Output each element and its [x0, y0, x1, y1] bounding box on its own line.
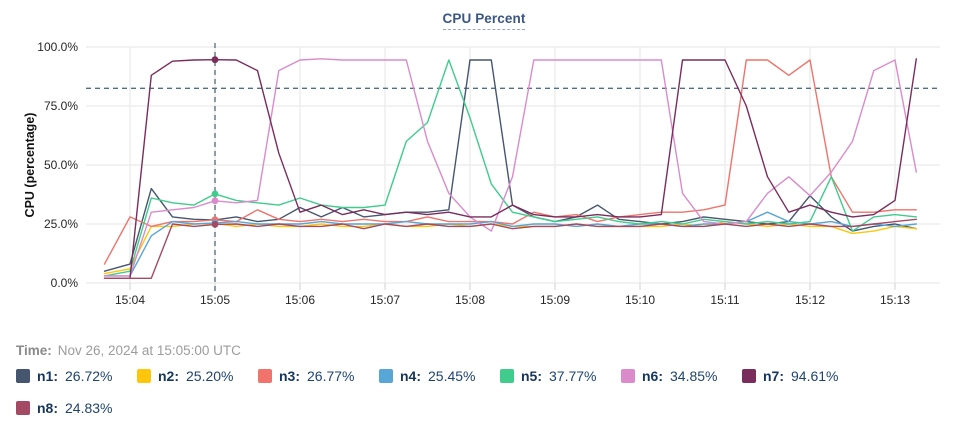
y-tick-label: 50.0% — [44, 158, 78, 172]
x-tick-label: 15:08 — [455, 293, 485, 307]
legend-series-value: 25.45% — [428, 367, 476, 384]
series-line-n3 — [103, 59, 917, 265]
legend: n1: 26.72% n2: 25.20% n3: 26.77% n4: 25.45% n5: 3… — [16, 365, 961, 418]
x-tick-label: 15:12 — [795, 293, 825, 307]
chart-title: CPU Percent — [442, 11, 526, 30]
legend-swatch-n4 — [379, 368, 393, 383]
crosshair-marker-n8 — [211, 221, 219, 228]
legend-item-n3[interactable]: n3: 26.77% — [258, 365, 379, 386]
crosshair-marker-n5 — [211, 190, 219, 198]
legend-series-value: 24.83% — [65, 399, 113, 416]
legend-swatch-n5 — [500, 368, 514, 383]
legend-item-n2[interactable]: n2: 25.20% — [137, 365, 258, 386]
series-line-n6 — [103, 58, 917, 277]
crosshair-marker-n7 — [211, 56, 219, 64]
x-tick-label: 15:04 — [115, 293, 145, 307]
legend-series-value: 26.72% — [65, 367, 113, 384]
time-label: Time: — [16, 343, 52, 358]
legend-series-value: 26.77% — [307, 367, 355, 384]
x-tick-label: 15:13 — [880, 293, 910, 307]
legend-swatch-n3 — [258, 368, 272, 383]
x-tick-label: 15:09 — [540, 293, 570, 307]
legend-item-n6[interactable]: n6: 34.85% — [621, 365, 742, 386]
y-tick-label: 75.0% — [44, 99, 78, 113]
legend-series-value: 94.61% — [791, 367, 839, 384]
x-tick-label: 15:07 — [370, 293, 400, 307]
legend-series-value: 25.20% — [186, 367, 234, 384]
chart-header: CPU Percent — [0, 10, 968, 30]
x-tick-label: 15:06 — [285, 293, 315, 307]
legend-series-name: n6: — [642, 367, 663, 384]
time-value: Nov 26, 2024 at 15:05:00 UTC — [57, 343, 241, 358]
series-line-n7 — [103, 58, 917, 279]
y-tick-label: 100.0% — [37, 40, 78, 54]
cpu-percent-chart[interactable]: 0.0% 25.0% 50.0% 75.0% 100.0% 15:04 15:05 15:06… — [0, 0, 968, 315]
legend-swatch-n2 — [137, 368, 151, 383]
y-tick-label: 25.0% — [44, 217, 78, 231]
y-axis-title: CPU (percentage) — [23, 112, 37, 218]
legend-item-n5[interactable]: n5: 37.77% — [500, 365, 621, 386]
series-line-n5 — [103, 59, 917, 277]
legend-series-name: n7: — [763, 367, 784, 384]
legend-series-name: n4: — [400, 367, 421, 384]
y-tick-label: 0.0% — [51, 276, 79, 290]
x-tick-label: 15:11 — [710, 293, 739, 307]
legend-series-value: 37.77% — [549, 367, 597, 384]
legend-series-name: n8: — [37, 399, 58, 416]
legend-series-name: n5: — [521, 367, 542, 384]
legend-series-name: n3: — [279, 367, 300, 384]
legend-item-n1[interactable]: n1: 26.72% — [16, 365, 137, 386]
legend-item-n7[interactable]: n7: 94.61% — [742, 365, 863, 386]
legend-item-n8[interactable]: n8: 24.83% — [16, 397, 137, 418]
series-line-n8 — [103, 218, 917, 279]
legend-swatch-n1 — [16, 368, 30, 383]
legend-swatch-n8 — [16, 400, 30, 415]
legend-series-name: n1: — [37, 367, 58, 384]
legend-item-n4[interactable]: n4: 25.45% — [379, 365, 500, 386]
legend-swatch-n7 — [742, 368, 756, 383]
series-line-n2 — [103, 220, 917, 275]
time-row: Time: Nov 26, 2024 at 15:05:00 UTC — [16, 343, 241, 358]
legend-series-name: n2: — [158, 367, 179, 384]
x-tick-label: 15:05 — [200, 293, 230, 307]
legend-series-value: 34.85% — [670, 367, 718, 384]
legend-swatch-n6 — [621, 368, 635, 383]
x-tick-label: 15:10 — [625, 293, 655, 307]
crosshair-marker-n6 — [211, 197, 219, 205]
series-line-n4 — [103, 211, 917, 277]
